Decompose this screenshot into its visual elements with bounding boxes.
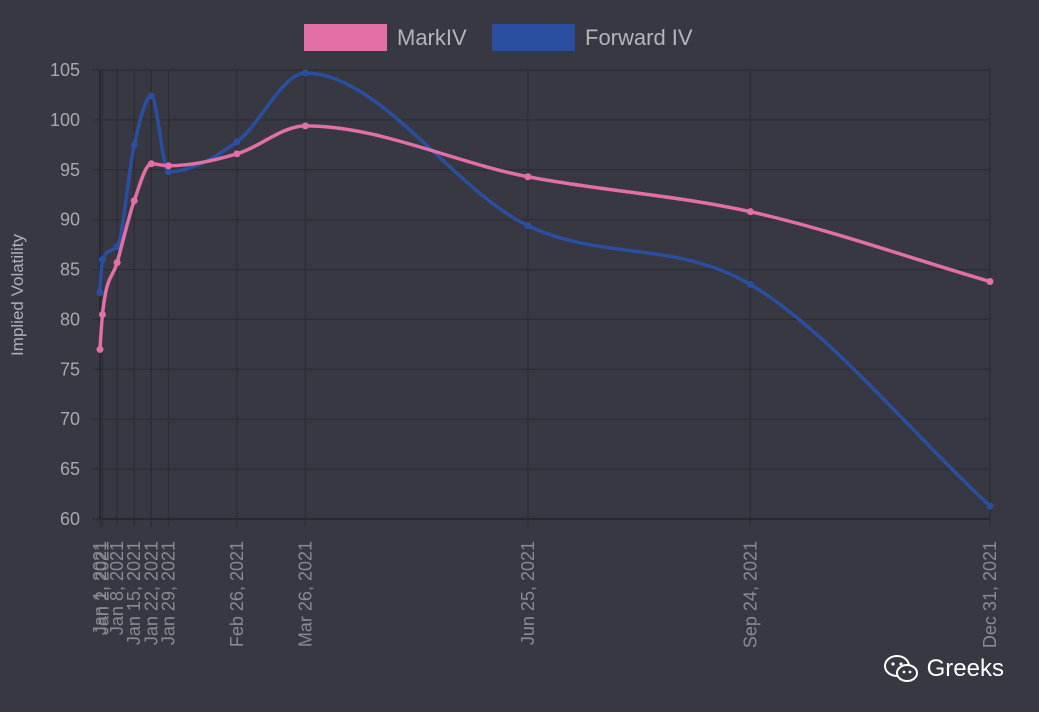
legend-label-markiv[interactable]: MarkIV xyxy=(397,25,467,50)
grid-lines xyxy=(92,69,991,527)
y-tick-label: 65 xyxy=(60,459,80,479)
watermark-text: Greeks xyxy=(926,655,1004,682)
data-point-forward-iv[interactable] xyxy=(524,222,532,230)
data-point-forward-iv[interactable] xyxy=(986,502,994,510)
x-tick-label: Jan 22, 2021 xyxy=(141,541,161,645)
x-tick-label: Dec 31, 2021 xyxy=(980,541,1000,648)
data-point-markiv[interactable] xyxy=(746,208,754,216)
y-tick-label: 70 xyxy=(60,409,80,429)
y-tick-label: 95 xyxy=(60,160,80,180)
legend-swatch-forward-iv[interactable] xyxy=(492,24,575,51)
data-point-forward-iv[interactable] xyxy=(96,289,104,297)
data-point-markiv[interactable] xyxy=(233,150,241,158)
data-point-markiv[interactable] xyxy=(96,345,104,353)
data-point-markiv[interactable] xyxy=(524,173,532,181)
data-point-markiv[interactable] xyxy=(147,160,155,168)
y-tick-label: 105 xyxy=(50,60,80,80)
data-point-markiv[interactable] xyxy=(130,197,138,205)
x-tick-label: Jan 2, 2021 xyxy=(92,541,112,635)
data-point-forward-iv[interactable] xyxy=(98,256,106,264)
legend-swatch-markiv[interactable] xyxy=(304,24,387,51)
data-point-markiv[interactable] xyxy=(98,310,106,318)
series-lines xyxy=(96,69,994,510)
y-tick-label: 90 xyxy=(60,210,80,230)
y-tick-label: 100 xyxy=(50,110,80,130)
data-point-forward-iv[interactable] xyxy=(746,281,754,289)
x-tick-label: Feb 26, 2021 xyxy=(227,541,247,647)
y-axis-ticks: 60 65 70 75 80 85 90 95 100 105 xyxy=(50,60,80,529)
data-point-markiv[interactable] xyxy=(301,122,309,130)
series-line-forward-iv xyxy=(98,71,992,508)
y-tick-label: 75 xyxy=(60,359,80,379)
data-point-forward-iv[interactable] xyxy=(113,243,121,251)
legend[interactable]: MarkIV Forward IV xyxy=(304,24,693,51)
data-point-forward-iv[interactable] xyxy=(164,168,172,176)
x-tick-label: Mar 26, 2021 xyxy=(295,541,315,647)
data-point-forward-iv[interactable] xyxy=(147,92,155,100)
x-tick-label: Sep 24, 2021 xyxy=(740,541,760,648)
data-point-markiv[interactable] xyxy=(986,278,994,286)
data-point-forward-iv[interactable] xyxy=(233,138,241,146)
y-tick-label: 80 xyxy=(60,309,80,329)
x-tick-label: Jan 29, 2021 xyxy=(158,541,178,645)
data-point-markiv[interactable] xyxy=(164,162,172,170)
x-tick-label: Jan 1, 2021 xyxy=(90,541,110,635)
watermark: Greeks xyxy=(883,654,1004,684)
x-tick-label: Jan 15, 2021 xyxy=(124,541,144,645)
x-tick-label: Jan 8, 2021 xyxy=(107,541,127,635)
data-point-forward-iv[interactable] xyxy=(301,69,309,77)
wechat-icon xyxy=(883,655,918,682)
x-tick-label: Jun 25, 2021 xyxy=(518,541,538,645)
series-line-markiv xyxy=(98,124,991,350)
data-point-forward-iv[interactable] xyxy=(130,141,138,149)
y-tick-label: 85 xyxy=(60,260,80,280)
y-axis-title: Implied Volatility xyxy=(8,234,27,356)
data-point-markiv[interactable] xyxy=(113,259,121,267)
legend-label-forward-iv[interactable]: Forward IV xyxy=(585,25,693,50)
y-tick-label: 60 xyxy=(60,509,80,529)
